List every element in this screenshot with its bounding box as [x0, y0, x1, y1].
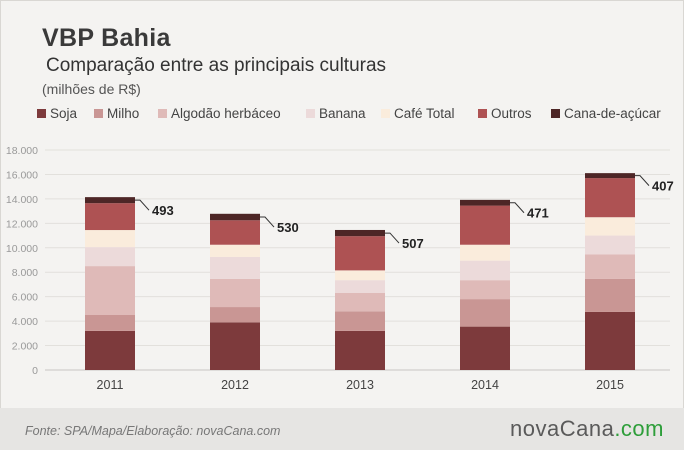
brand-suffix: .com [614, 416, 664, 441]
bar-segment [335, 330, 385, 370]
unit-label: (milhões de R$) [42, 81, 141, 97]
bar-segment [335, 236, 385, 271]
chart-title: VBP Bahia [42, 24, 171, 52]
x-tick-label: 2014 [471, 378, 499, 392]
bar-segment [460, 299, 510, 327]
y-tick-label: 8.000 [12, 267, 38, 279]
bar-segment [210, 278, 260, 308]
bar-segment [585, 173, 635, 179]
chart-subtitle: Comparação entre as principais culturas [46, 55, 387, 76]
y-tick-label: 4.000 [12, 316, 38, 328]
x-axis: 2011 2012 2013 2014 2015 [97, 378, 624, 392]
footer: Fonte: SPA/Mapa/Elaboração: novaCana.com… [0, 408, 684, 450]
data-label: 493 [152, 203, 174, 218]
bar-segment [585, 235, 635, 255]
bar-segment [460, 244, 510, 261]
bar-segment [210, 220, 260, 245]
source-note: Fonte: SPA/Mapa/Elaboração: novaCana.com [25, 424, 281, 438]
bar-segment [460, 205, 510, 245]
legend-label: Outros [491, 106, 532, 121]
data-label-leader [510, 202, 525, 214]
data-label-leader [260, 216, 275, 228]
bar-segment [210, 307, 260, 323]
bar-segment [85, 330, 135, 370]
bar-segment [335, 293, 385, 312]
bar-segment [585, 178, 635, 218]
y-tick-label: 10.000 [6, 243, 38, 255]
bar-segment [335, 270, 385, 281]
legend-swatch [158, 109, 167, 118]
bar-segment [335, 311, 385, 331]
legend-swatch [381, 109, 390, 118]
y-tick-label: 18.000 [6, 145, 38, 157]
bar-segment [85, 203, 135, 231]
x-tick-label: 2011 [97, 378, 124, 392]
x-tick-label: 2013 [346, 378, 374, 392]
bar-segment [460, 260, 510, 281]
x-tick-label: 2012 [221, 378, 249, 392]
legend-label: Soja [50, 106, 78, 121]
legend-swatch [306, 109, 315, 118]
legend-label: Milho [107, 106, 139, 121]
bar-segment [585, 217, 635, 236]
legend-swatch [551, 109, 560, 118]
bars [85, 173, 635, 370]
y-axis: 0 2.000 4.000 6.000 8.000 10.000 12.000 14.000 1… [6, 145, 38, 377]
legend-label: Cana-de-açúcar [564, 106, 661, 121]
legend-label: Algodão herbáceo [171, 106, 281, 121]
bar-segment [335, 280, 385, 293]
legend-label: Banana [319, 106, 366, 121]
bar-segment [210, 322, 260, 370]
data-label-leader [135, 199, 150, 211]
y-tick-label: 0 [32, 365, 38, 377]
data-labels: 493 530 507 471 407 [135, 175, 674, 251]
data-label-leader [385, 232, 400, 244]
bar-segment [460, 326, 510, 370]
stacked-bar-chart: Soja Milho Algodão herbáceo Banana Café Tota… [6, 106, 674, 392]
bar-segment [585, 254, 635, 279]
bar-segment [460, 199, 510, 206]
bar-segment [460, 280, 510, 300]
data-label: 407 [652, 179, 674, 194]
y-tick-label: 2.000 [12, 341, 38, 353]
data-label: 530 [277, 220, 299, 235]
y-tick-label: 12.000 [6, 218, 38, 230]
legend: Soja Milho Algodão herbáceo Banana Café Tota… [37, 106, 661, 121]
bar-segment [85, 230, 135, 248]
bar-segment [85, 315, 135, 331]
brand-name: novaCana [510, 416, 615, 441]
data-label: 471 [527, 206, 549, 221]
bar-segment [585, 278, 635, 312]
legend-label: Café Total [394, 106, 455, 121]
bar-segment [585, 311, 635, 370]
bar-segment [210, 213, 260, 221]
x-tick-label: 2015 [596, 378, 624, 392]
bar-segment [85, 197, 135, 204]
legend-swatch [37, 109, 46, 118]
legend-swatch [478, 109, 487, 118]
data-label-leader [635, 175, 650, 186]
y-tick-label: 14.000 [6, 194, 38, 206]
bar-segment [210, 256, 260, 279]
bar-segment [210, 244, 260, 257]
bar-segment [85, 266, 135, 315]
data-label: 507 [402, 236, 424, 251]
y-tick-label: 6.000 [12, 292, 38, 304]
brand-logo: novaCana.com [510, 416, 664, 442]
bar-segment [85, 247, 135, 267]
legend-swatch [94, 109, 103, 118]
y-tick-label: 16.000 [6, 169, 38, 181]
bar-segment [335, 229, 385, 237]
